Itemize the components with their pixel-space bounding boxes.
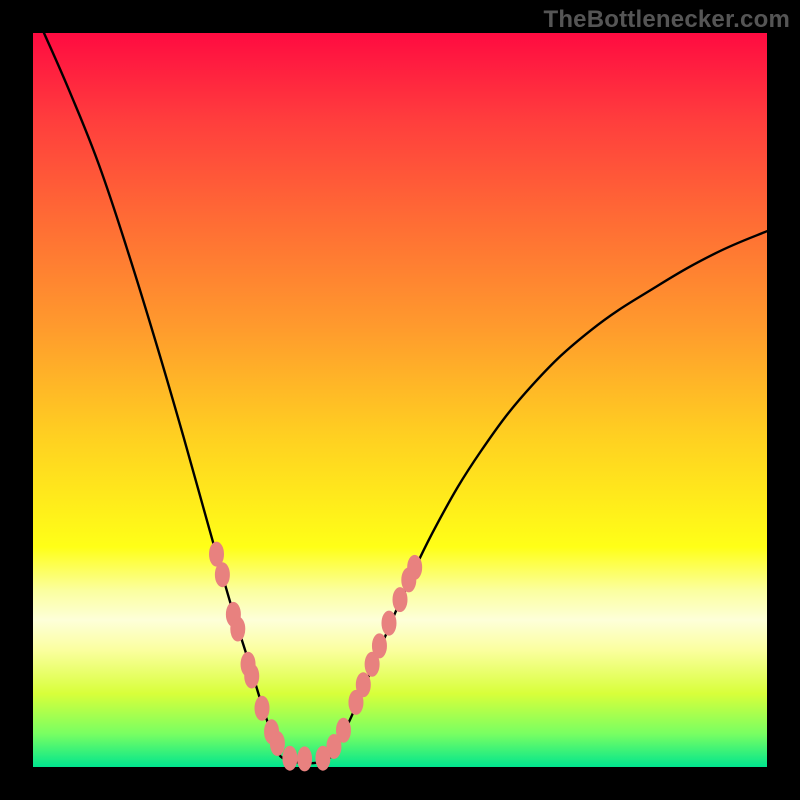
curve-marker (408, 555, 422, 579)
curve-marker (356, 673, 370, 697)
curve-marker (255, 696, 269, 720)
curve-marker (393, 588, 407, 612)
curve-marker (270, 732, 284, 756)
plot-background (33, 33, 767, 767)
curve-marker (336, 718, 350, 742)
curve-marker (215, 563, 229, 587)
chart-svg (0, 0, 800, 800)
curve-marker (245, 664, 259, 688)
curve-marker (382, 611, 396, 635)
curve-marker (231, 617, 245, 641)
curve-marker (372, 634, 386, 658)
curve-marker (283, 746, 297, 770)
chart-stage: TheBottlenecker.com (0, 0, 800, 800)
curve-marker (298, 747, 312, 771)
